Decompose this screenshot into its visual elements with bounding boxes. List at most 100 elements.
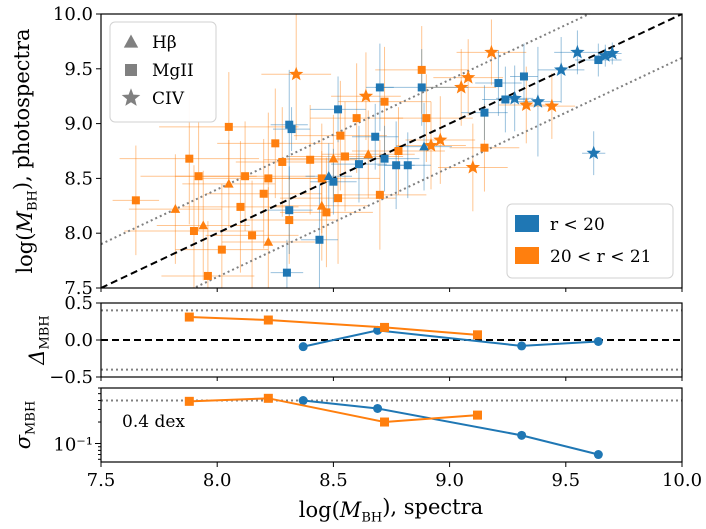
y-tick-label: 10.0 <box>53 4 93 25</box>
color-legend: r < 20 20 < r < 21 <box>506 203 674 279</box>
data-point <box>417 65 426 74</box>
legend-marker-label: MgII <box>152 61 194 81</box>
y-tick-label: 0.0 <box>64 330 93 351</box>
label-subscript: MBH <box>38 315 53 349</box>
data-point <box>465 159 480 174</box>
data-point <box>480 108 489 117</box>
data-point <box>380 322 390 332</box>
data-point <box>317 174 326 183</box>
label-subscript: MBH <box>24 401 39 435</box>
series-line <box>189 316 478 336</box>
upper-offset-line <box>101 14 592 246</box>
data-point <box>285 216 294 225</box>
y-tick-label: 9.0 <box>64 114 93 135</box>
legend-color-swatch <box>515 247 539 264</box>
y-tick-label: 0.5 <box>64 293 93 314</box>
data-point <box>263 315 273 325</box>
legend-marker-label: CIV <box>152 89 185 109</box>
data-point <box>530 94 545 108</box>
data-point <box>375 83 384 92</box>
data-point <box>544 98 559 113</box>
x-axis-label: log(MBH), spectra <box>299 495 483 525</box>
data-point <box>375 190 384 199</box>
data-point <box>371 132 380 141</box>
data-point <box>224 178 234 188</box>
data-point <box>422 114 431 123</box>
data-point <box>285 120 294 129</box>
data-point <box>594 56 603 65</box>
data-point <box>298 342 308 352</box>
legend-marker-icon <box>123 34 139 48</box>
x-tick-label: 7.5 <box>87 470 116 491</box>
x-tick-label: 10.0 <box>662 470 702 491</box>
y-axis-label-sigma: σMBH <box>11 401 39 450</box>
data-point <box>189 227 198 236</box>
data-point <box>352 114 361 123</box>
data-point <box>593 450 603 460</box>
data-point <box>336 131 345 140</box>
data-point <box>328 153 339 163</box>
data-point <box>472 330 482 340</box>
data-point <box>264 174 273 183</box>
data-point <box>194 172 203 181</box>
data-point <box>203 271 212 280</box>
label-text: log( <box>13 233 37 274</box>
x-tick-label: 9.0 <box>435 470 464 491</box>
data-point <box>263 393 273 403</box>
main-scatter-panel: 7.5 8.0 8.5 9.0 9.5 10.0 Hβ MgII CIV r < 20 20 < r… <box>53 4 683 299</box>
data-point <box>298 396 308 406</box>
data-point <box>341 152 350 161</box>
data-point <box>316 200 327 210</box>
label-symbol: σ <box>11 434 35 449</box>
data-point <box>170 204 181 213</box>
data-point <box>354 160 363 169</box>
data-point <box>329 177 338 186</box>
data-point <box>380 154 389 163</box>
legend-marker-icon <box>121 88 141 106</box>
data-point <box>593 336 603 346</box>
data-point <box>334 194 343 203</box>
data-point <box>198 220 209 230</box>
data-point <box>334 105 343 114</box>
data-point <box>285 206 294 215</box>
data-point <box>517 341 527 351</box>
data-point <box>472 410 482 420</box>
data-point <box>315 235 324 244</box>
annotation-0-4-dex: 0.4 dex <box>122 412 185 432</box>
data-point <box>248 231 257 240</box>
data-point <box>423 138 439 152</box>
x-tick-label: 9.5 <box>551 470 580 491</box>
data-point <box>287 125 296 134</box>
y-tick-label: 9.5 <box>64 59 93 80</box>
data-point <box>306 155 315 164</box>
data-point <box>271 139 280 148</box>
label-text: log( <box>299 498 340 522</box>
label-symbol: Δ <box>25 350 49 366</box>
data-point <box>417 83 426 92</box>
legend-marker-icon <box>125 64 137 76</box>
label-subscript: BH <box>26 190 41 211</box>
data-point <box>263 236 274 246</box>
label-subscript: BH <box>361 511 382 526</box>
label-symbol: M <box>339 498 362 522</box>
data-point <box>363 149 374 159</box>
data-point <box>605 46 620 60</box>
legend-marker-label: Hβ <box>152 33 177 53</box>
data-point <box>185 154 194 163</box>
label-text: ), photospectra <box>10 28 34 190</box>
data-point <box>403 161 412 170</box>
legend-color-label: 20 < r < 21 <box>550 247 652 267</box>
data-point <box>519 72 528 81</box>
legend-color-swatch <box>515 215 539 232</box>
data-point <box>241 172 250 181</box>
data-point <box>282 268 291 277</box>
data-point <box>554 62 569 76</box>
data-point <box>461 70 476 84</box>
data-point <box>507 90 522 105</box>
series-line <box>303 399 599 456</box>
data-point <box>236 202 245 211</box>
y-tick-label: 10⁻¹ <box>53 434 93 455</box>
y-axis-label-main: log(MBH), photospectra <box>10 28 40 273</box>
